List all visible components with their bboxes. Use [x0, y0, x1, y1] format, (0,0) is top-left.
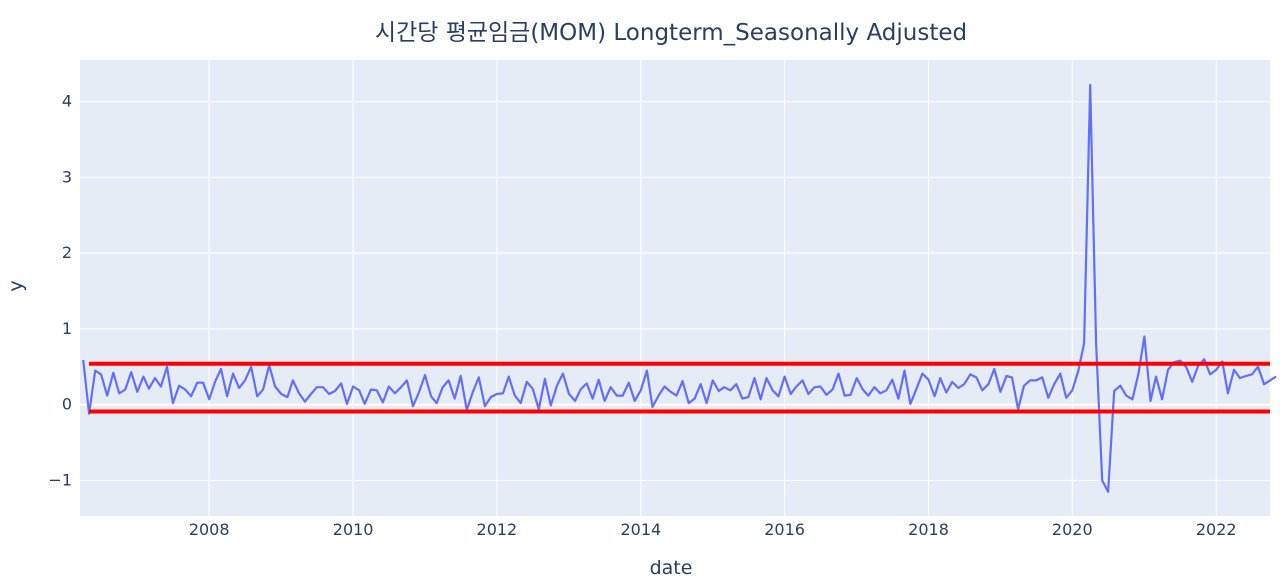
y-tick-labels: −1 0 1 2 3 4	[48, 92, 72, 490]
x-tick-label: 2020	[1052, 520, 1093, 539]
y-tick-label: 2	[62, 243, 72, 262]
x-tick-label: 2014	[620, 520, 661, 539]
x-axis-title: date	[650, 557, 693, 579]
chart-title: 시간당 평균임금(MOM) Longterm_Seasonally Adjust…	[375, 20, 967, 46]
x-tick-labels: 2008 2010 2012 2014 2016 2018 2020 2022	[189, 520, 1237, 539]
y-tick-label: 3	[62, 167, 72, 186]
x-tick-label: 2016	[764, 520, 805, 539]
y-gridlines	[80, 101, 1270, 481]
x-tick-label: 2012	[477, 520, 518, 539]
x-tick-label: 2022	[1196, 520, 1237, 539]
y-tick-label: 1	[62, 319, 72, 338]
y-tick-label: 0	[62, 395, 72, 414]
y-tick-label: 4	[62, 92, 72, 111]
y-tick-label: −1	[48, 470, 72, 489]
plot-background	[80, 60, 1270, 516]
y-axis-title: y	[5, 280, 27, 291]
threshold-lines	[89, 361, 1270, 414]
x-gridlines	[208, 60, 1217, 516]
x-tick-label: 2010	[333, 520, 374, 539]
series-line	[82, 83, 1277, 493]
x-tick-label: 2008	[189, 520, 230, 539]
x-tick-label: 2018	[908, 520, 949, 539]
